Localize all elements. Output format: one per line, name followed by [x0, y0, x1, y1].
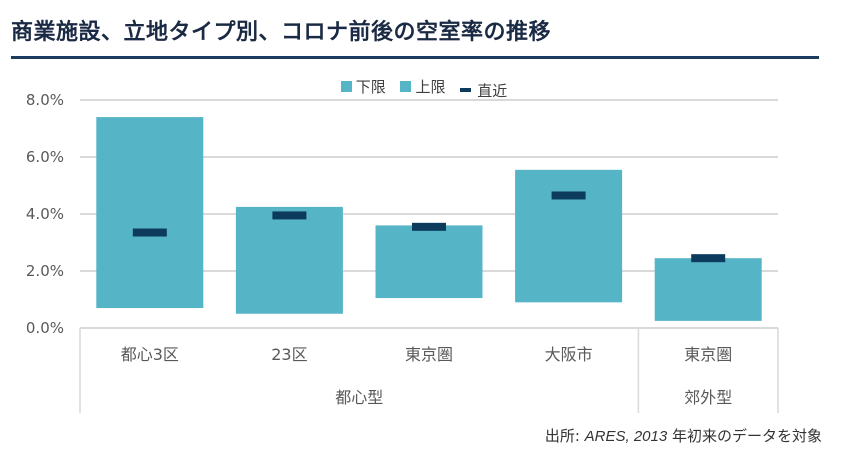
x-group-label: 都心型 — [335, 388, 383, 407]
recent-marker — [691, 254, 726, 263]
source-prefix: 出所: — [544, 427, 585, 445]
legend-swatch-recent — [460, 88, 472, 92]
x-category-label: 都心3区 — [121, 345, 179, 364]
y-tick-label: 2.0% — [26, 262, 64, 280]
legend-label-upper: 上限 — [415, 78, 446, 96]
x-category-label: 東京圏 — [684, 345, 732, 364]
y-tick-label: 8.0% — [26, 91, 64, 109]
recent-marker — [272, 211, 307, 220]
source-note: 出所: ARES, 2013 年初来のデータを対象 — [545, 425, 822, 446]
range-bar — [96, 117, 204, 309]
y-tick-label: 4.0% — [26, 205, 64, 223]
y-tick-label: 0.0% — [26, 319, 64, 337]
range-bar — [375, 225, 483, 299]
range-bar — [515, 169, 623, 303]
chart-legend: 下限 上限 直近 — [0, 76, 848, 101]
source-suffix: 年初来のデータを対象 — [667, 427, 822, 445]
range-bar — [654, 258, 762, 321]
recent-marker — [551, 191, 586, 200]
legend-item-upper: 上限 — [400, 76, 446, 97]
legend-label-lower: 下限 — [355, 78, 386, 96]
page-title: 商業施設、立地タイプ別、コロナ前後の空室率の推移 — [11, 20, 552, 45]
legend-swatch-upper — [400, 81, 412, 92]
y-tick-label: 6.0% — [26, 148, 64, 166]
recent-marker — [412, 222, 446, 231]
legend-label-recent: 直近 — [477, 81, 508, 100]
x-category-label: 大阪市 — [545, 345, 593, 364]
x-category-label: 東京圏 — [405, 345, 453, 364]
recent-marker — [132, 228, 167, 237]
x-group-label: 郊外型 — [684, 388, 732, 407]
range-bar — [235, 206, 343, 314]
x-category-label: 23区 — [271, 345, 307, 364]
source-italic: ARES, 2013 — [584, 428, 668, 445]
legend-item-lower: 下限 — [340, 76, 386, 97]
title-underline — [11, 56, 819, 59]
legend-swatch-lower — [340, 81, 352, 92]
legend-item-recent: 直近 — [460, 80, 507, 101]
